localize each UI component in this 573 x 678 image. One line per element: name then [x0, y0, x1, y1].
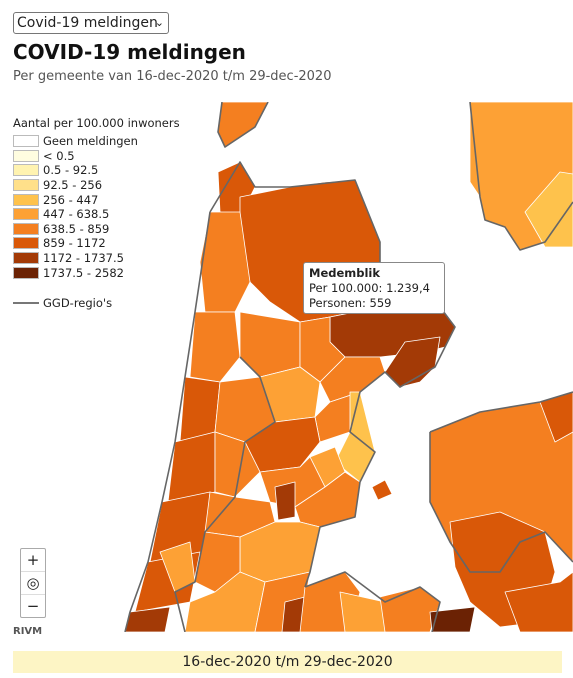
region-south-2 — [339, 591, 386, 632]
ggd-boundary-flevo — [429, 432, 573, 573]
region-small-island — [371, 479, 393, 501]
legend-item: 1737.5 - 2582 — [13, 265, 180, 280]
zoom-control: + ◎ − — [20, 548, 46, 618]
ggd-boundary-east — [429, 391, 573, 433]
legend-swatch — [13, 135, 39, 148]
legend-title: Aantal per 100.000 inwoners — [13, 116, 180, 130]
legend-label: 256 - 447 — [43, 192, 99, 207]
ggd-boundary-top — [217, 102, 269, 148]
legend-label: 92.5 - 256 — [43, 178, 103, 193]
region-top-left — [217, 102, 269, 148]
region-tooltip: Medemblik Per 100.000: 1.239,4 Personen:… — [303, 262, 445, 314]
legend-label: 1172 - 1737.5 — [43, 251, 124, 266]
legend-item: 256 - 447 — [13, 192, 180, 207]
legend-ggd-label: GGD-regio's — [43, 295, 113, 310]
legend-ggd-line — [13, 301, 39, 304]
region-coast-6 — [124, 606, 171, 632]
legend-label: 638.5 - 859 — [43, 221, 110, 236]
ggd-boundary-inner — [174, 356, 276, 632]
layer-select[interactable]: Covid-19 meldingen ⌄ — [13, 12, 169, 34]
region-dark-2 — [281, 596, 306, 632]
layer-select-value: Covid-19 meldingen — [17, 15, 158, 31]
rivm-credit: RIVM — [13, 626, 43, 637]
region-top-right-light — [524, 171, 573, 248]
legend-item: 638.5 - 859 — [13, 222, 180, 237]
legend-swatch — [13, 222, 39, 235]
region-coast-1 — [189, 311, 241, 383]
map-legend: Aantal per 100.000 inwoners Geen melding… — [13, 116, 180, 310]
legend-swatch — [13, 179, 39, 192]
zoom-out-button[interactable]: − — [26, 597, 40, 615]
page-title: COVID-19 meldingen — [13, 40, 246, 64]
legend-swatch — [13, 164, 39, 177]
legend-label: Geen meldingen — [43, 134, 138, 149]
ggd-boundary-island — [469, 102, 573, 251]
legend-swatch — [13, 266, 39, 279]
legend-item: 92.5 - 256 — [13, 178, 180, 193]
ggd-boundary-north — [209, 161, 456, 588]
region-south-east — [504, 571, 573, 632]
legend-label: < 0.5 — [43, 148, 75, 163]
legend-swatch — [13, 149, 39, 162]
ggd-boundary-west — [124, 211, 211, 632]
legend-swatch — [13, 208, 39, 221]
ggd-boundary-south — [304, 571, 441, 632]
legend-label: 859 - 1172 — [43, 236, 106, 251]
map-canvas[interactable] — [0, 102, 573, 632]
region-central-1 — [239, 311, 301, 378]
page-subtitle: Per gemeente van 16-dec-2020 t/m 29-dec-… — [13, 69, 332, 84]
tooltip-name: Medemblik — [309, 266, 381, 280]
legend-swatch — [13, 237, 39, 250]
legend-item: 859 - 1172 — [13, 236, 180, 251]
legend-item: 1172 - 1737.5 — [13, 251, 180, 266]
map-svg[interactable] — [0, 102, 573, 632]
legend-label: 1737.5 - 2582 — [43, 265, 124, 280]
region-dark-1 — [274, 481, 296, 521]
legend-label: 0.5 - 92.5 — [43, 163, 99, 178]
chevron-down-icon: ⌄ — [154, 16, 164, 29]
legend-item: Geen meldingen — [13, 134, 180, 149]
region-south-dark — [429, 606, 476, 632]
tooltip-persons: Personen: 559 — [309, 296, 392, 310]
legend-item: 447 - 638.5 — [13, 207, 180, 222]
legend-ggd: GGD-regio's — [13, 296, 180, 310]
region-central-7 — [214, 431, 261, 498]
legend-item: < 0.5 — [13, 149, 180, 164]
tooltip-per100k: Per 100.000: 1.239,4 — [309, 281, 430, 295]
zoom-reset-button[interactable]: ◎ — [21, 572, 45, 595]
legend-swatch — [13, 252, 39, 265]
date-range-bar: 16-dec-2020 t/m 29-dec-2020 — [13, 651, 562, 673]
legend-swatch — [13, 193, 39, 206]
legend-label: 447 - 638.5 — [43, 207, 110, 222]
zoom-in-button[interactable]: + — [21, 549, 45, 572]
legend-item: 0.5 - 92.5 — [13, 163, 180, 178]
